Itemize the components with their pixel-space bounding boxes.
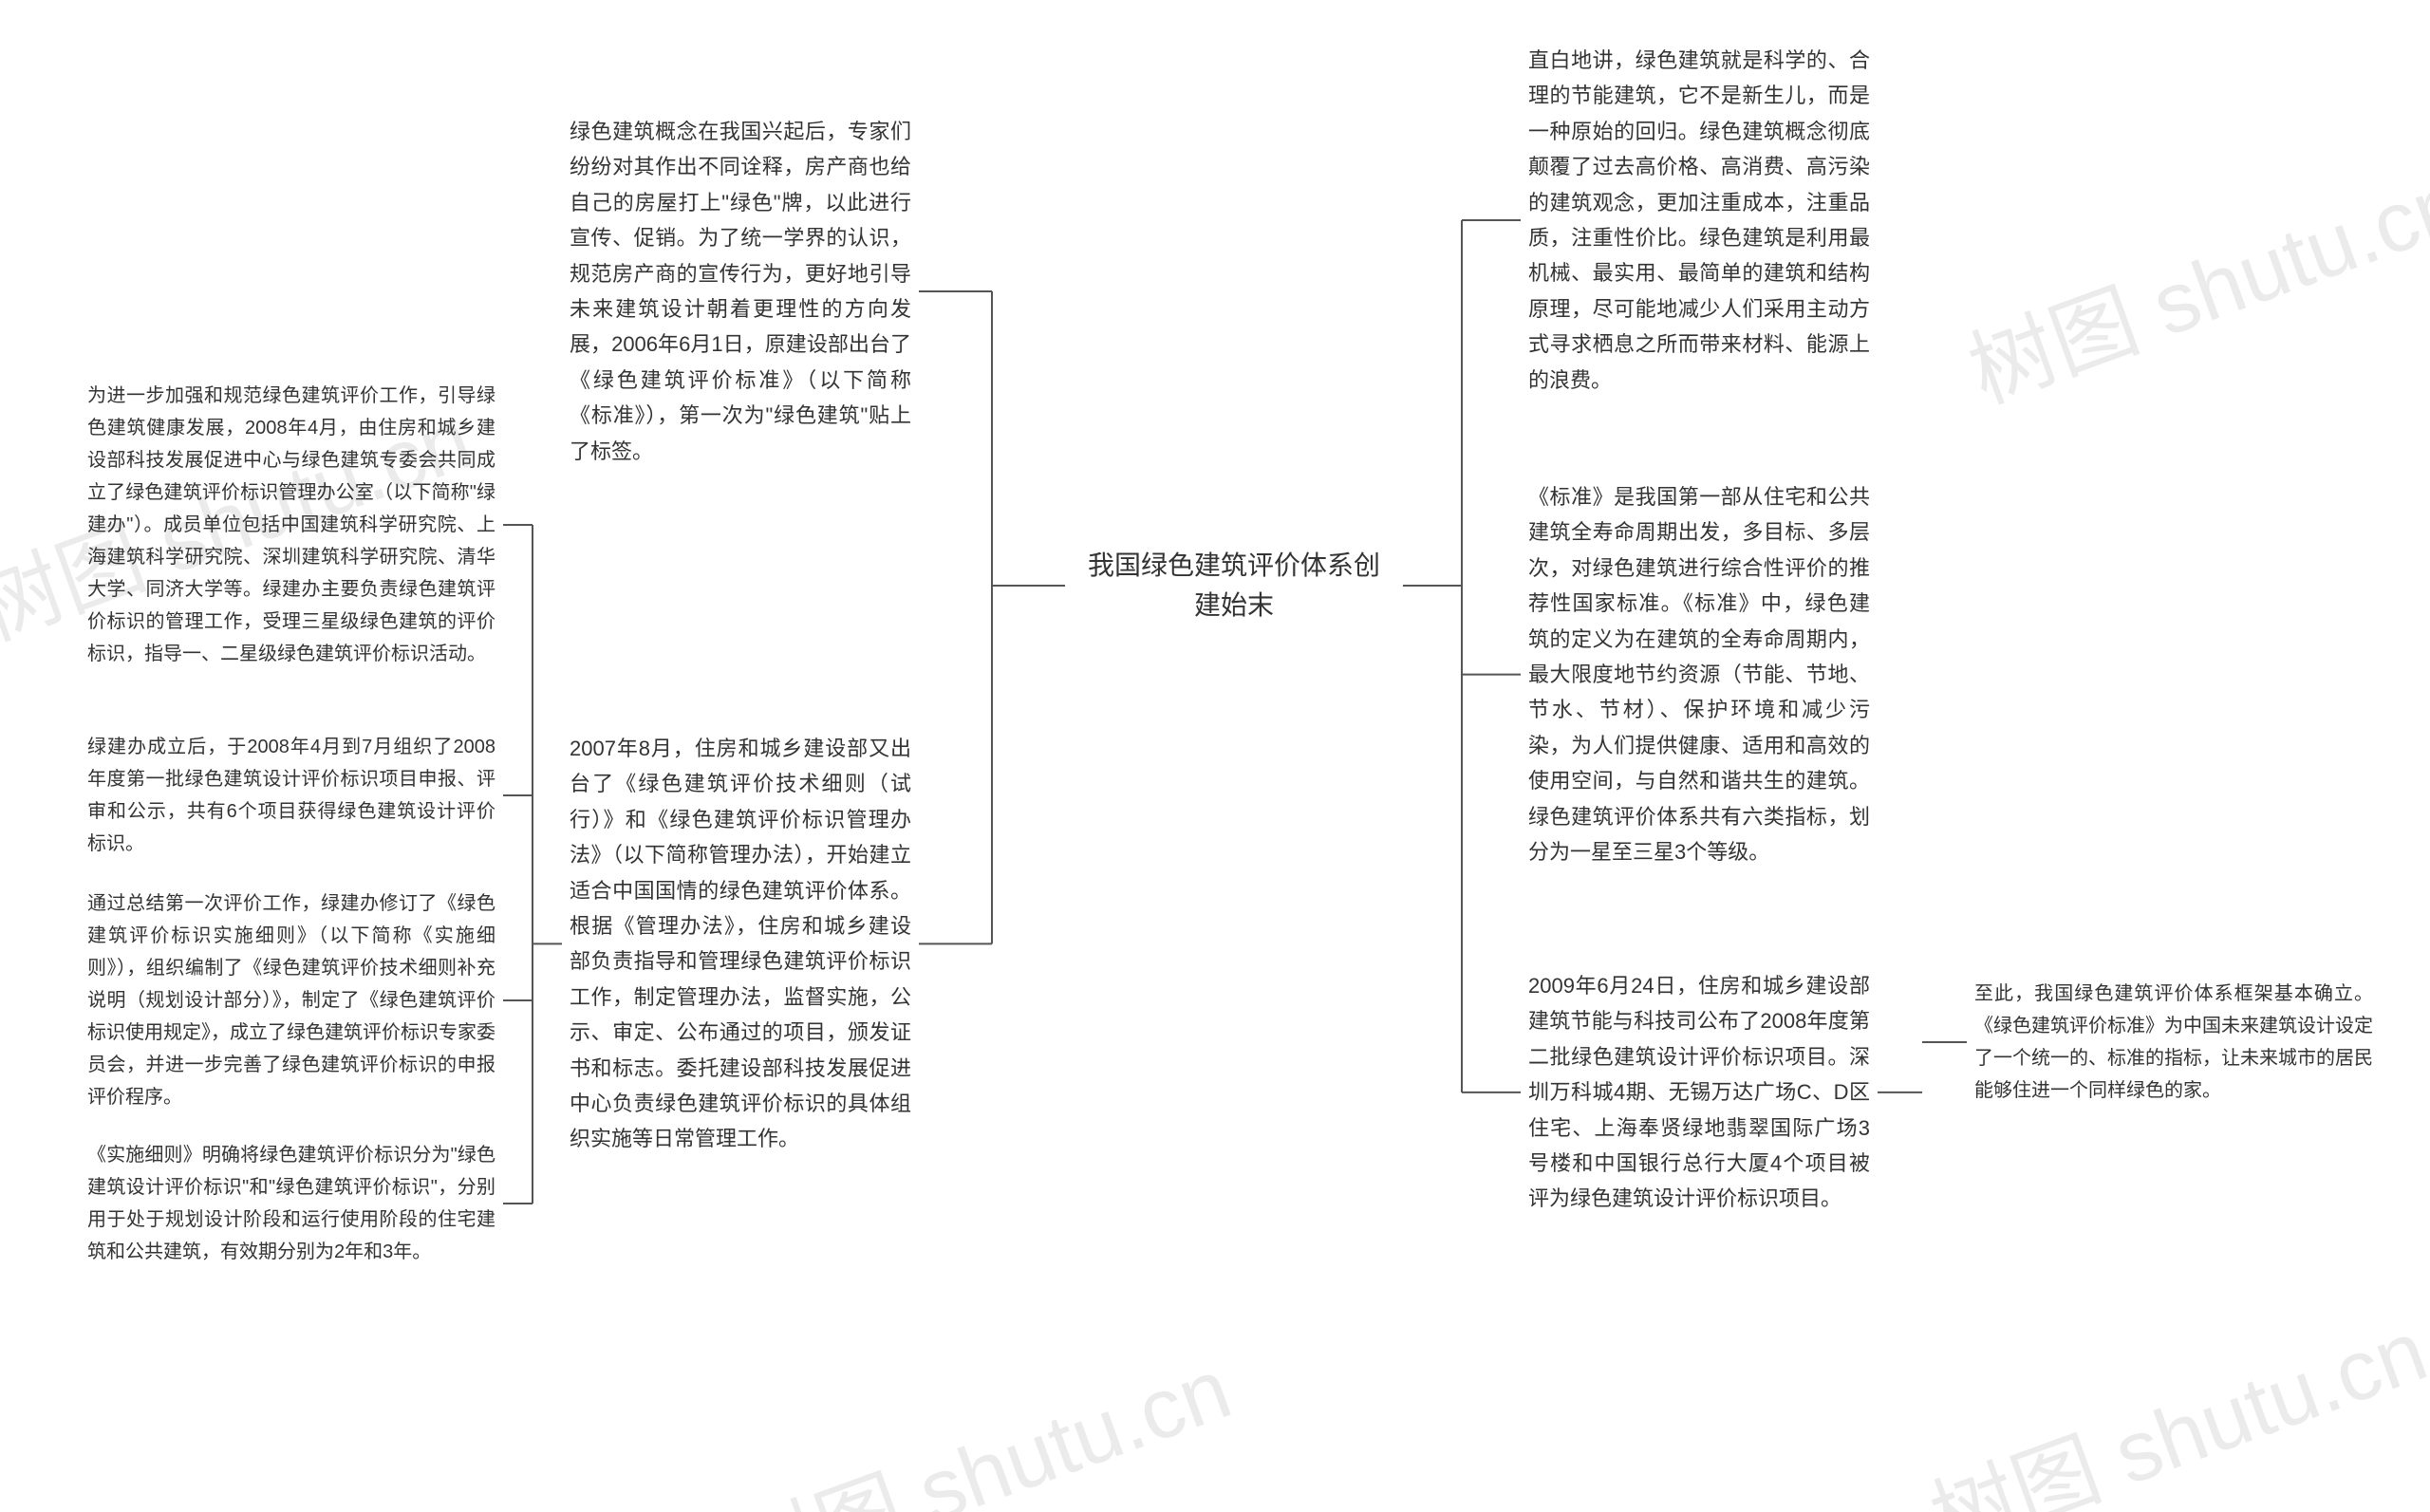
left-node-standard-2006: 绿色建筑概念在我国兴起后，专家们纷纷对其作出不同诠释，房产商也给自己的房屋打上"… [570, 114, 911, 469]
left-sub-office-2008: 为进一步加强和规范绿色建筑评价工作，引导绿色建筑健康发展，2008年4月，由住房… [87, 380, 495, 670]
left-node-rules-2007: 2007年8月，住房和城乡建设部又出台了《绿色建筑评价技术细则（试行）》和《绿色… [570, 731, 911, 1157]
left-sub-two-labels: 《实施细则》明确将绿色建筑评价标识分为"绿色建筑设计评价标识"和"绿色建筑评价标… [87, 1139, 495, 1268]
mindmap-canvas: 树图 shutu.cn树图 shutu.cn树图 shutu.cn树图 shut… [0, 0, 2430, 1512]
center-line1: 我国绿色建筑评价体系创 [1073, 546, 1395, 586]
right-node-concept: 直白地讲，绿色建筑就是科学的、合理的节能建筑，它不是新生儿，而是一种原始的回归。… [1528, 43, 1870, 398]
left-sub-detailed-rules: 通过总结第一次评价工作，绿建办修订了《绿色建筑评价标识实施细则》（以下简称《实施… [87, 887, 495, 1113]
right-sub-conclusion: 至此，我国绿色建筑评价体系框架基本确立。《绿色建筑评价标准》为中国未来建筑设计设… [1974, 978, 2373, 1107]
center-node: 我国绿色建筑评价体系创 建始末 [1073, 546, 1395, 625]
right-node-standard-def: 《标准》是我国第一部从住宅和公共建筑全寿命周期出发，多目标、多层次，对绿色建筑进… [1528, 479, 1870, 869]
left-sub-first-batch: 绿建办成立后，于2008年4月到7月组织了2008年度第一批绿色建筑设计评价标识… [87, 731, 495, 860]
center-line2: 建始末 [1073, 586, 1395, 625]
right-node-2009-projects: 2009年6月24日，住房和城乡建设部建筑节能与科技司公布了2008年度第二批绿… [1528, 968, 1870, 1217]
